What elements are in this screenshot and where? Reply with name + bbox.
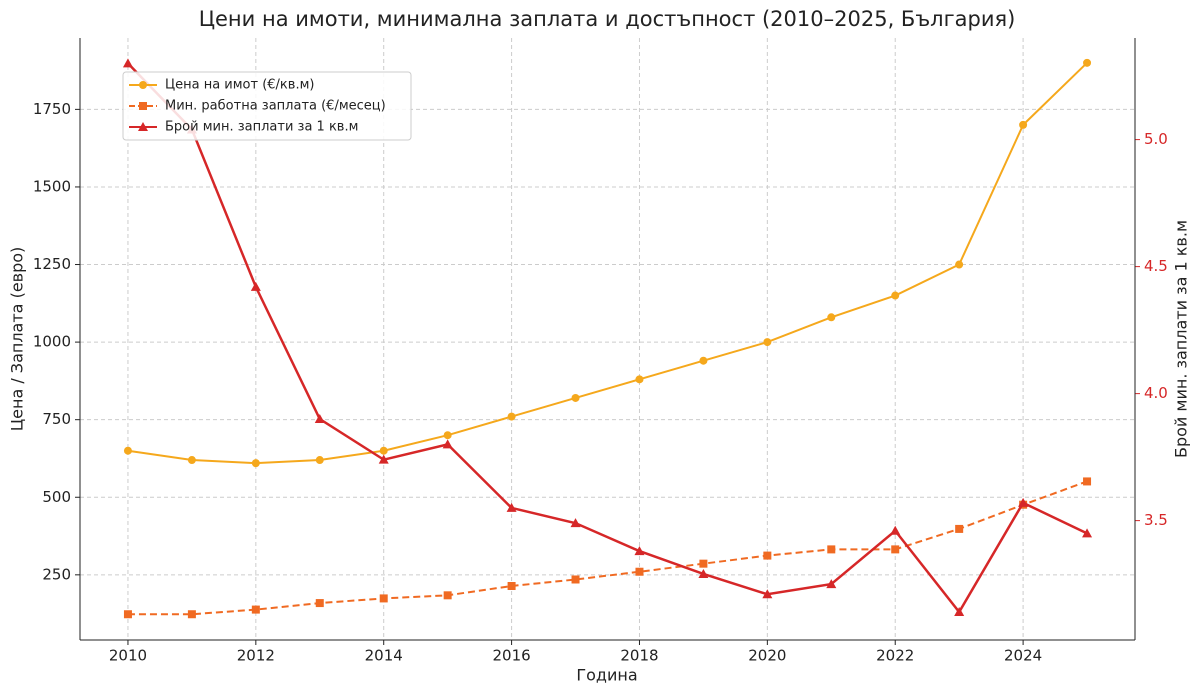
x-tick-label: 2012 xyxy=(237,647,275,665)
marker xyxy=(635,567,644,576)
marker xyxy=(138,122,148,131)
legend-label: Мин. работна заплата (€/месец) xyxy=(165,99,386,114)
y2-tick-label: 5.0 xyxy=(1144,130,1168,148)
marker xyxy=(890,525,901,535)
series-line xyxy=(127,62,1088,465)
marker xyxy=(1082,528,1093,538)
marker xyxy=(826,579,837,589)
marker xyxy=(123,446,132,455)
marker xyxy=(315,456,324,465)
marker xyxy=(187,456,196,465)
y2-tick-label: 4.5 xyxy=(1144,257,1168,275)
marker xyxy=(634,546,645,556)
x-tick-label: 2024 xyxy=(1004,647,1042,665)
marker xyxy=(571,575,580,584)
marker xyxy=(1018,497,1029,507)
marker xyxy=(955,524,964,533)
marker xyxy=(251,459,260,468)
marker xyxy=(570,518,581,528)
marker xyxy=(699,559,708,568)
marker xyxy=(763,338,772,347)
x-axis-label: Година xyxy=(576,666,637,685)
marker xyxy=(954,607,965,617)
marker xyxy=(763,551,772,560)
marker xyxy=(1019,120,1028,129)
marker xyxy=(1083,58,1092,67)
marker xyxy=(698,568,709,578)
marker xyxy=(635,375,644,384)
marker xyxy=(571,393,580,402)
y2-axis-label: Брой мин. заплати за 1 кв.м xyxy=(1172,220,1191,458)
marker xyxy=(827,313,836,322)
marker xyxy=(506,502,517,512)
y-axis-label: Цена / Заплата (евро) xyxy=(8,247,27,432)
marker xyxy=(379,446,388,455)
x-tick-label: 2010 xyxy=(109,647,147,665)
marker xyxy=(443,591,452,600)
marker xyxy=(250,281,261,291)
series-line xyxy=(127,480,1088,616)
marker xyxy=(443,431,452,440)
y-tick-label: 1000 xyxy=(33,333,71,351)
marker xyxy=(762,589,773,599)
marker xyxy=(315,599,324,608)
marker xyxy=(122,58,133,68)
marker xyxy=(891,291,900,300)
marker xyxy=(442,439,453,449)
marker xyxy=(379,594,388,603)
marker xyxy=(507,412,516,421)
marker xyxy=(1083,477,1092,486)
y2-tick-label: 4.0 xyxy=(1144,384,1168,402)
legend: Цена на имот (€/кв.м) Мин. работна заплат… xyxy=(122,71,412,141)
legend-label: Брой мин. заплати за 1 кв.м xyxy=(165,120,358,135)
marker xyxy=(314,414,325,424)
marker xyxy=(378,454,389,464)
y-tick-label: 1250 xyxy=(33,255,71,273)
y-tick-label: 750 xyxy=(42,410,71,428)
marker xyxy=(891,545,900,554)
marker xyxy=(827,545,836,554)
y-tick-label: 1750 xyxy=(33,100,71,118)
marker xyxy=(123,610,132,619)
marker xyxy=(507,582,516,591)
marker xyxy=(139,102,147,110)
x-tick-label: 2022 xyxy=(876,647,914,665)
marker xyxy=(251,605,260,614)
y2-tick-label: 3.5 xyxy=(1144,511,1168,529)
legend-label: Цена на имот (€/кв.м) xyxy=(165,78,314,93)
y-tick-label: 500 xyxy=(42,488,71,506)
marker xyxy=(955,260,964,269)
marker xyxy=(187,610,196,619)
x-tick-label: 2014 xyxy=(365,647,403,665)
marker xyxy=(139,81,147,89)
legend-box xyxy=(122,71,412,141)
x-tick-label: 2020 xyxy=(748,647,786,665)
marker xyxy=(699,356,708,365)
chart-title: Цени на имоти, минимална заплата и достъ… xyxy=(199,7,1016,31)
y-tick-label: 250 xyxy=(42,565,71,583)
series-line xyxy=(127,62,1088,615)
y-tick-label: 1500 xyxy=(33,177,71,195)
x-tick-label: 2018 xyxy=(620,647,658,665)
x-tick-label: 2016 xyxy=(492,647,530,665)
